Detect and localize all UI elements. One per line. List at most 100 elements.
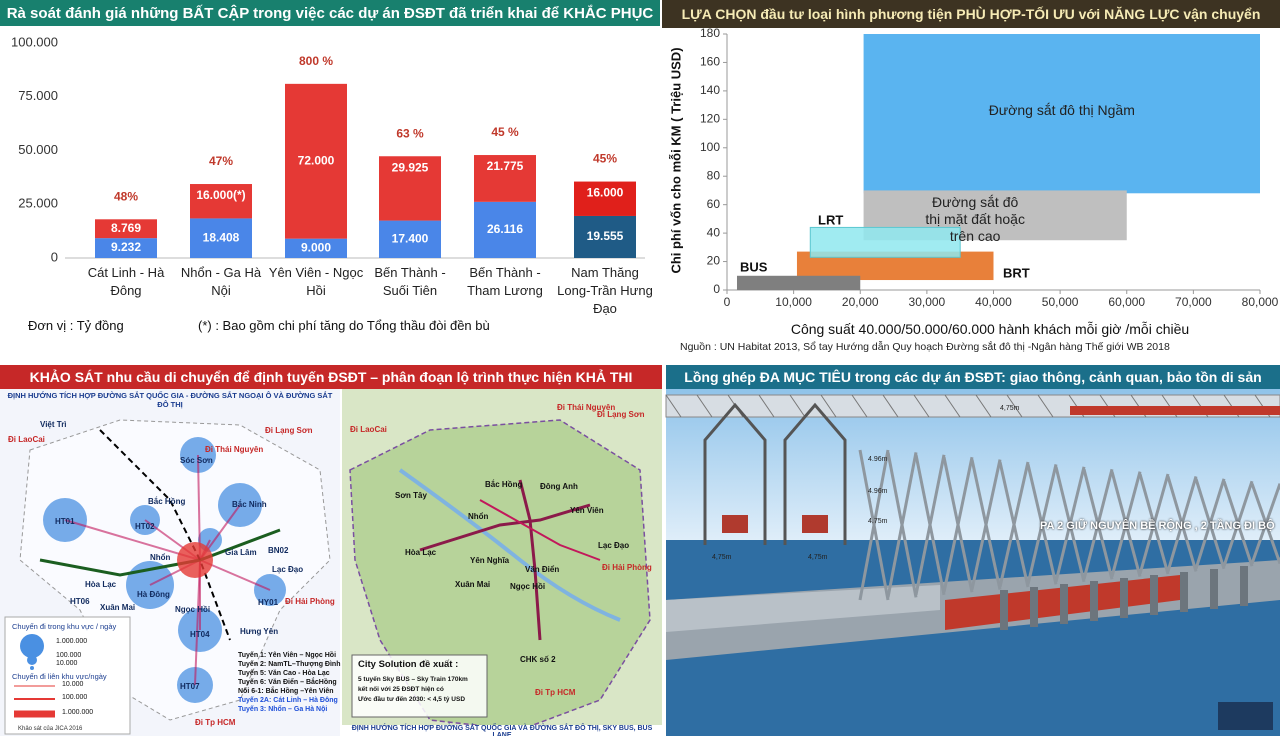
legend-bubble: [20, 634, 44, 658]
x-tick-label: 20,000: [842, 295, 879, 309]
y-tick-label: 50.000: [18, 142, 58, 157]
place-label: Đi Lạng Sơn: [597, 410, 645, 419]
dimension: 4,75m: [1000, 405, 1020, 412]
pier: [1240, 566, 1248, 606]
place-label: Đi LaoCai: [350, 425, 387, 434]
place-label: CHK số 2: [520, 655, 556, 664]
place-label: HT02: [135, 522, 155, 531]
rail-line: [39, 528, 281, 577]
place-label: Đi Thái Nguyên: [205, 445, 264, 454]
truss: [851, 394, 868, 418]
place-label: HT07: [180, 682, 200, 691]
bar-segment: [285, 238, 347, 258]
place-label: HT01: [55, 517, 75, 526]
x-tick-label: 40,000: [975, 295, 1012, 309]
annotation: 47%: [209, 154, 233, 168]
route-label: Nối 6-1: Bắc Hồng –Yên Viên: [238, 688, 334, 695]
x-tick-label: Nam Thăng Long-Trần Hưng Đạo: [557, 265, 653, 316]
walkway: [666, 585, 940, 632]
x-tick-label: 50,000: [1042, 295, 1079, 309]
legend-value: 100.000: [56, 652, 82, 659]
bar-segment: [95, 219, 157, 239]
rail-line: [99, 429, 231, 641]
truss: [970, 459, 1002, 590]
legend-bubble: [27, 655, 37, 665]
flow-line: [197, 454, 201, 561]
value-label: 16.000(*): [196, 188, 245, 202]
route: [479, 499, 601, 561]
y-axis-label: Chi phí vốn cho mỗi KM ( Triệu USD): [668, 47, 684, 274]
bar-segment: [474, 155, 536, 202]
truss: [1222, 480, 1254, 567]
place-label: Đi Thái Nguyên: [557, 403, 616, 412]
truss: [913, 394, 930, 418]
panel-title: KHẢO SÁT nhu cầu di chuyển để định tuyến…: [0, 365, 662, 389]
place-label: Xuân Mai: [455, 580, 491, 589]
place-label: Bắc Hồng: [485, 480, 523, 489]
place-label: Đi Tp HCM: [195, 718, 236, 727]
bar-segment: [285, 83, 347, 239]
route: [518, 479, 542, 641]
y-tick-label: 0: [51, 249, 58, 264]
truss: [1250, 483, 1280, 565]
truss: [1138, 473, 1170, 575]
bar-segment: [474, 201, 536, 258]
x-tick-label: 0: [724, 295, 731, 309]
place-label: Ngọc Hồi: [510, 582, 546, 591]
legend-value: 10.000: [62, 681, 84, 688]
bar-segment: [574, 215, 636, 258]
river: [398, 468, 621, 622]
place-label: Gia Lâm: [225, 548, 257, 557]
train: [1070, 406, 1280, 415]
place-label: Yên Nghĩa: [470, 556, 510, 565]
annotation: 45%: [593, 152, 617, 166]
truss: [1006, 394, 1023, 418]
truss: [789, 394, 806, 418]
map-caption: ĐỊNH HƯỚNG TÍCH HỢP ĐƯỜNG SẮT QUỐC GIA V…: [342, 725, 662, 736]
route-label: Tuyến 5: Văn Cao - Hòa Lạc: [238, 670, 330, 677]
y-tick-label: 0: [713, 282, 720, 296]
credit: Khảo sát của JICA 2016: [18, 726, 83, 732]
bar-segment: [379, 156, 441, 221]
truss: [914, 454, 946, 596]
truss: [886, 452, 918, 598]
flow-line: [194, 559, 201, 686]
series-label: BUS: [740, 259, 768, 274]
y-tick-label: 100.000: [11, 34, 58, 49]
x-axis-label: Công suất 40.000/50.000/60.000 hành khác…: [790, 321, 1190, 337]
pier: [1120, 578, 1128, 618]
truss: [1194, 478, 1226, 570]
x-tick-label: Cát Linh - Hà Đông: [87, 265, 165, 298]
bar-segment: [190, 218, 252, 258]
note: Đơn vị : Tỷ đồng: [28, 318, 124, 333]
place-label: Đi Hải Phòng: [285, 597, 335, 606]
annotation: 63 %: [396, 126, 424, 140]
info-line: Ước đầu tư đến 2030: < 4,5 tỷ USD: [358, 696, 466, 703]
series-label: BRT: [1003, 265, 1030, 280]
truss: [1037, 394, 1054, 418]
place-label: Văn Điển: [525, 565, 560, 574]
section-frame: [783, 402, 847, 545]
truss: [696, 394, 713, 418]
info-line: kết nối với 25 ĐSĐT hiện có: [358, 686, 444, 693]
y-tick-label: 40: [707, 225, 721, 239]
place-label: Bắc Ninh: [232, 500, 267, 509]
x-tick-label: 60,000: [1108, 295, 1145, 309]
legend-title: Chuyến đi trong khu vực / ngày: [12, 622, 117, 631]
place-label: Việt Trì: [40, 420, 67, 429]
place-label: Sơn Tây: [395, 491, 427, 500]
x-tick-label: 70,000: [1175, 295, 1212, 309]
y-tick-label: 100: [700, 140, 720, 154]
pier: [1090, 581, 1098, 621]
dimension: 4,75m: [712, 554, 732, 561]
dimension: 4,75m: [808, 554, 828, 561]
route-label: Tuyến 2A: Cát Linh – Hà Đông: [238, 697, 338, 704]
x-tick-label: Bến Thành - Suối Tiên: [374, 265, 446, 298]
value-label: 21.775: [487, 159, 524, 173]
legend-value: 1.000.000: [62, 709, 94, 716]
value-label: 72.000: [298, 153, 335, 167]
legend-title: Chuyến đi liên khu vực/ngày: [12, 672, 107, 681]
series-label: LRT: [818, 212, 843, 227]
bar-segment: [574, 181, 636, 216]
